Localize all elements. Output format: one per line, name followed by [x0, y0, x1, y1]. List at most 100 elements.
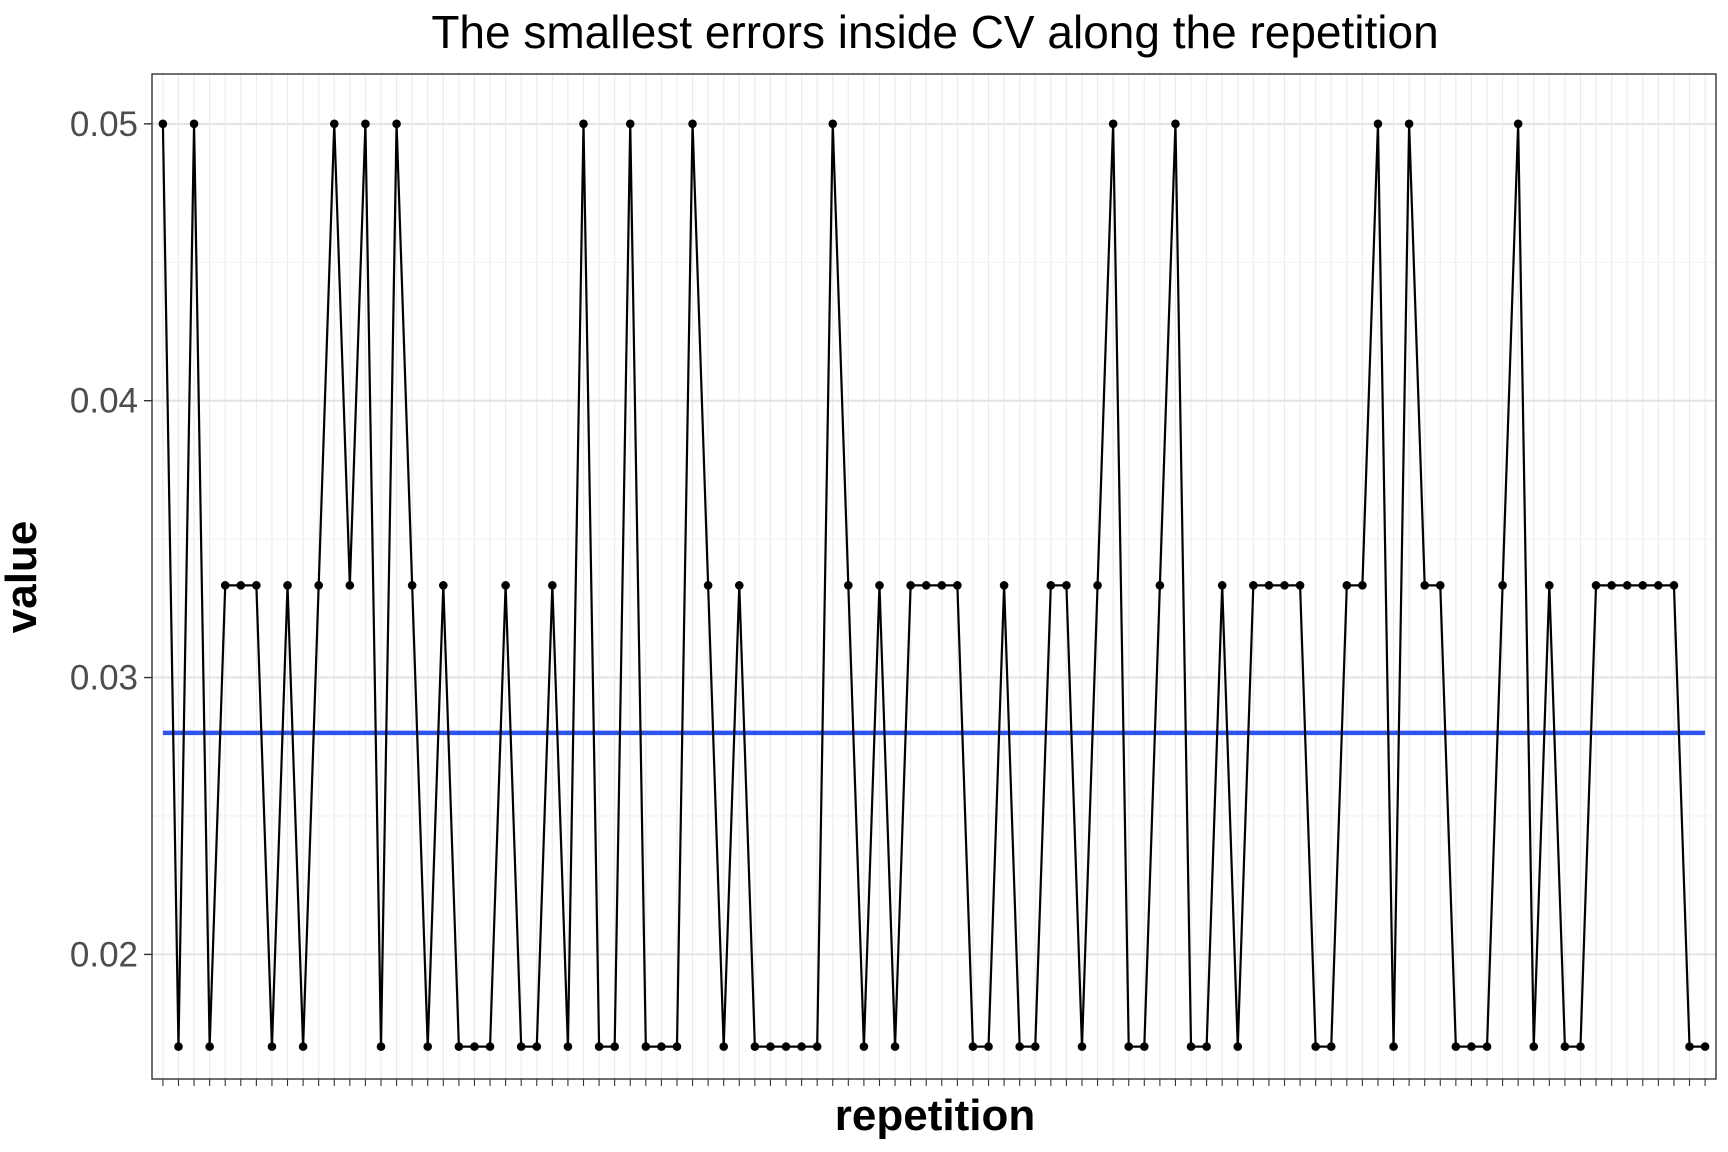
data-point — [1295, 581, 1305, 590]
data-point — [1467, 1042, 1476, 1051]
data-point — [657, 1042, 666, 1051]
data-point — [1358, 581, 1367, 590]
data-point — [625, 119, 635, 129]
data-point — [1171, 119, 1180, 129]
data-point — [797, 1042, 806, 1051]
data-point — [641, 1042, 651, 1051]
data-point — [1638, 581, 1648, 590]
data-point — [1685, 1042, 1694, 1051]
data-point — [376, 1042, 386, 1051]
data-point — [298, 1042, 308, 1051]
data-point — [672, 1042, 682, 1051]
data-point — [610, 1042, 619, 1051]
data-point — [1389, 1042, 1398, 1051]
data-point — [501, 581, 510, 590]
data-point — [1513, 119, 1523, 129]
data-point — [844, 581, 853, 590]
data-point — [1420, 581, 1429, 590]
data-point — [781, 1042, 791, 1051]
data-point — [750, 1042, 760, 1051]
data-point — [548, 581, 557, 590]
data-point — [532, 1042, 542, 1051]
data-point — [875, 581, 884, 590]
data-point — [252, 581, 261, 590]
data-point — [1404, 119, 1414, 129]
data-point — [703, 581, 713, 590]
chart-title: The smallest errors inside CV along the … — [431, 6, 1438, 58]
plot-border — [151, 73, 1717, 1080]
data-point — [407, 581, 417, 590]
data-point — [579, 119, 588, 129]
data-point — [1560, 1042, 1570, 1051]
data-point — [1233, 1042, 1243, 1051]
y-tick-label: 0.02 — [70, 935, 138, 974]
data-point — [1093, 581, 1102, 590]
data-point — [812, 1042, 822, 1051]
data-point — [1482, 1042, 1492, 1051]
data-point — [1108, 119, 1118, 129]
data-point — [158, 119, 168, 129]
data-point — [766, 1042, 775, 1051]
data-point — [937, 581, 947, 590]
data-point — [1700, 1042, 1710, 1051]
y-tick-label: 0.04 — [70, 382, 138, 421]
data-point — [906, 581, 915, 590]
series-layer — [158, 119, 1710, 1051]
data-point — [999, 581, 1009, 590]
data-point — [236, 581, 246, 590]
data-point — [423, 1042, 433, 1051]
data-point — [1062, 581, 1071, 590]
data-point — [329, 119, 339, 129]
data-point — [1155, 581, 1165, 590]
y-tick-label: 0.05 — [70, 105, 138, 144]
data-point — [859, 1042, 869, 1051]
data-point — [1435, 581, 1445, 590]
data-point — [283, 581, 292, 590]
data-point — [1264, 581, 1274, 590]
data-point — [688, 119, 697, 129]
data-point — [361, 119, 370, 129]
data-point — [1077, 1042, 1087, 1051]
data-point — [1046, 581, 1056, 590]
data-point — [205, 1042, 214, 1051]
data-point — [1249, 581, 1258, 590]
x-axis-title: repetition — [835, 1091, 1035, 1140]
data-point — [439, 581, 448, 590]
data-point — [1576, 1042, 1585, 1051]
data-point — [1015, 1042, 1024, 1051]
data-point — [220, 581, 230, 590]
data-point — [1498, 581, 1507, 590]
y-tick-label: 0.03 — [70, 659, 138, 698]
data-point — [1654, 581, 1663, 590]
data-point — [828, 119, 838, 129]
y-axis-title: value — [0, 521, 46, 634]
plot-panel — [152, 74, 1716, 1079]
data-point — [1217, 581, 1227, 590]
data-point — [470, 1042, 479, 1051]
data-point — [1451, 1042, 1461, 1051]
y-axis-ticks: 0.02 0.03 0.04 0.05 — [70, 105, 1706, 1086]
data-point — [454, 1042, 464, 1051]
data-point — [1529, 1042, 1539, 1051]
data-point — [189, 119, 199, 129]
data-point — [1030, 1042, 1040, 1051]
data-point — [984, 1042, 993, 1051]
data-point — [1202, 1042, 1211, 1051]
data-point — [921, 581, 931, 590]
data-point — [1326, 1042, 1336, 1051]
data-point — [563, 1042, 573, 1051]
data-point — [516, 1042, 526, 1051]
data-point — [719, 1042, 729, 1051]
data-point — [890, 1042, 900, 1051]
data-point — [1139, 1042, 1149, 1051]
data-point — [1545, 581, 1554, 590]
data-point — [1607, 581, 1616, 590]
data-point — [1342, 581, 1352, 590]
data-point — [267, 1042, 277, 1051]
data-point — [1280, 581, 1289, 590]
data-point — [392, 119, 401, 129]
data-point — [1311, 1042, 1320, 1051]
data-point — [485, 1042, 495, 1051]
data-point — [174, 1042, 183, 1051]
